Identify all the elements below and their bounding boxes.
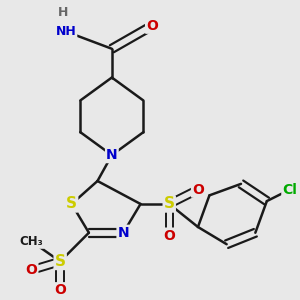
- Text: N: N: [118, 226, 129, 240]
- Text: H: H: [58, 6, 68, 19]
- Text: S: S: [164, 196, 175, 211]
- Text: N: N: [106, 148, 118, 162]
- Text: NH: NH: [56, 25, 76, 38]
- Text: O: O: [146, 19, 158, 33]
- Text: CH₃: CH₃: [20, 235, 44, 248]
- Text: S: S: [55, 254, 66, 269]
- Text: Cl: Cl: [282, 183, 297, 196]
- Text: S: S: [66, 196, 77, 211]
- Text: O: O: [163, 229, 175, 243]
- Text: O: O: [26, 263, 38, 277]
- Text: O: O: [192, 183, 204, 196]
- Text: O: O: [54, 283, 66, 297]
